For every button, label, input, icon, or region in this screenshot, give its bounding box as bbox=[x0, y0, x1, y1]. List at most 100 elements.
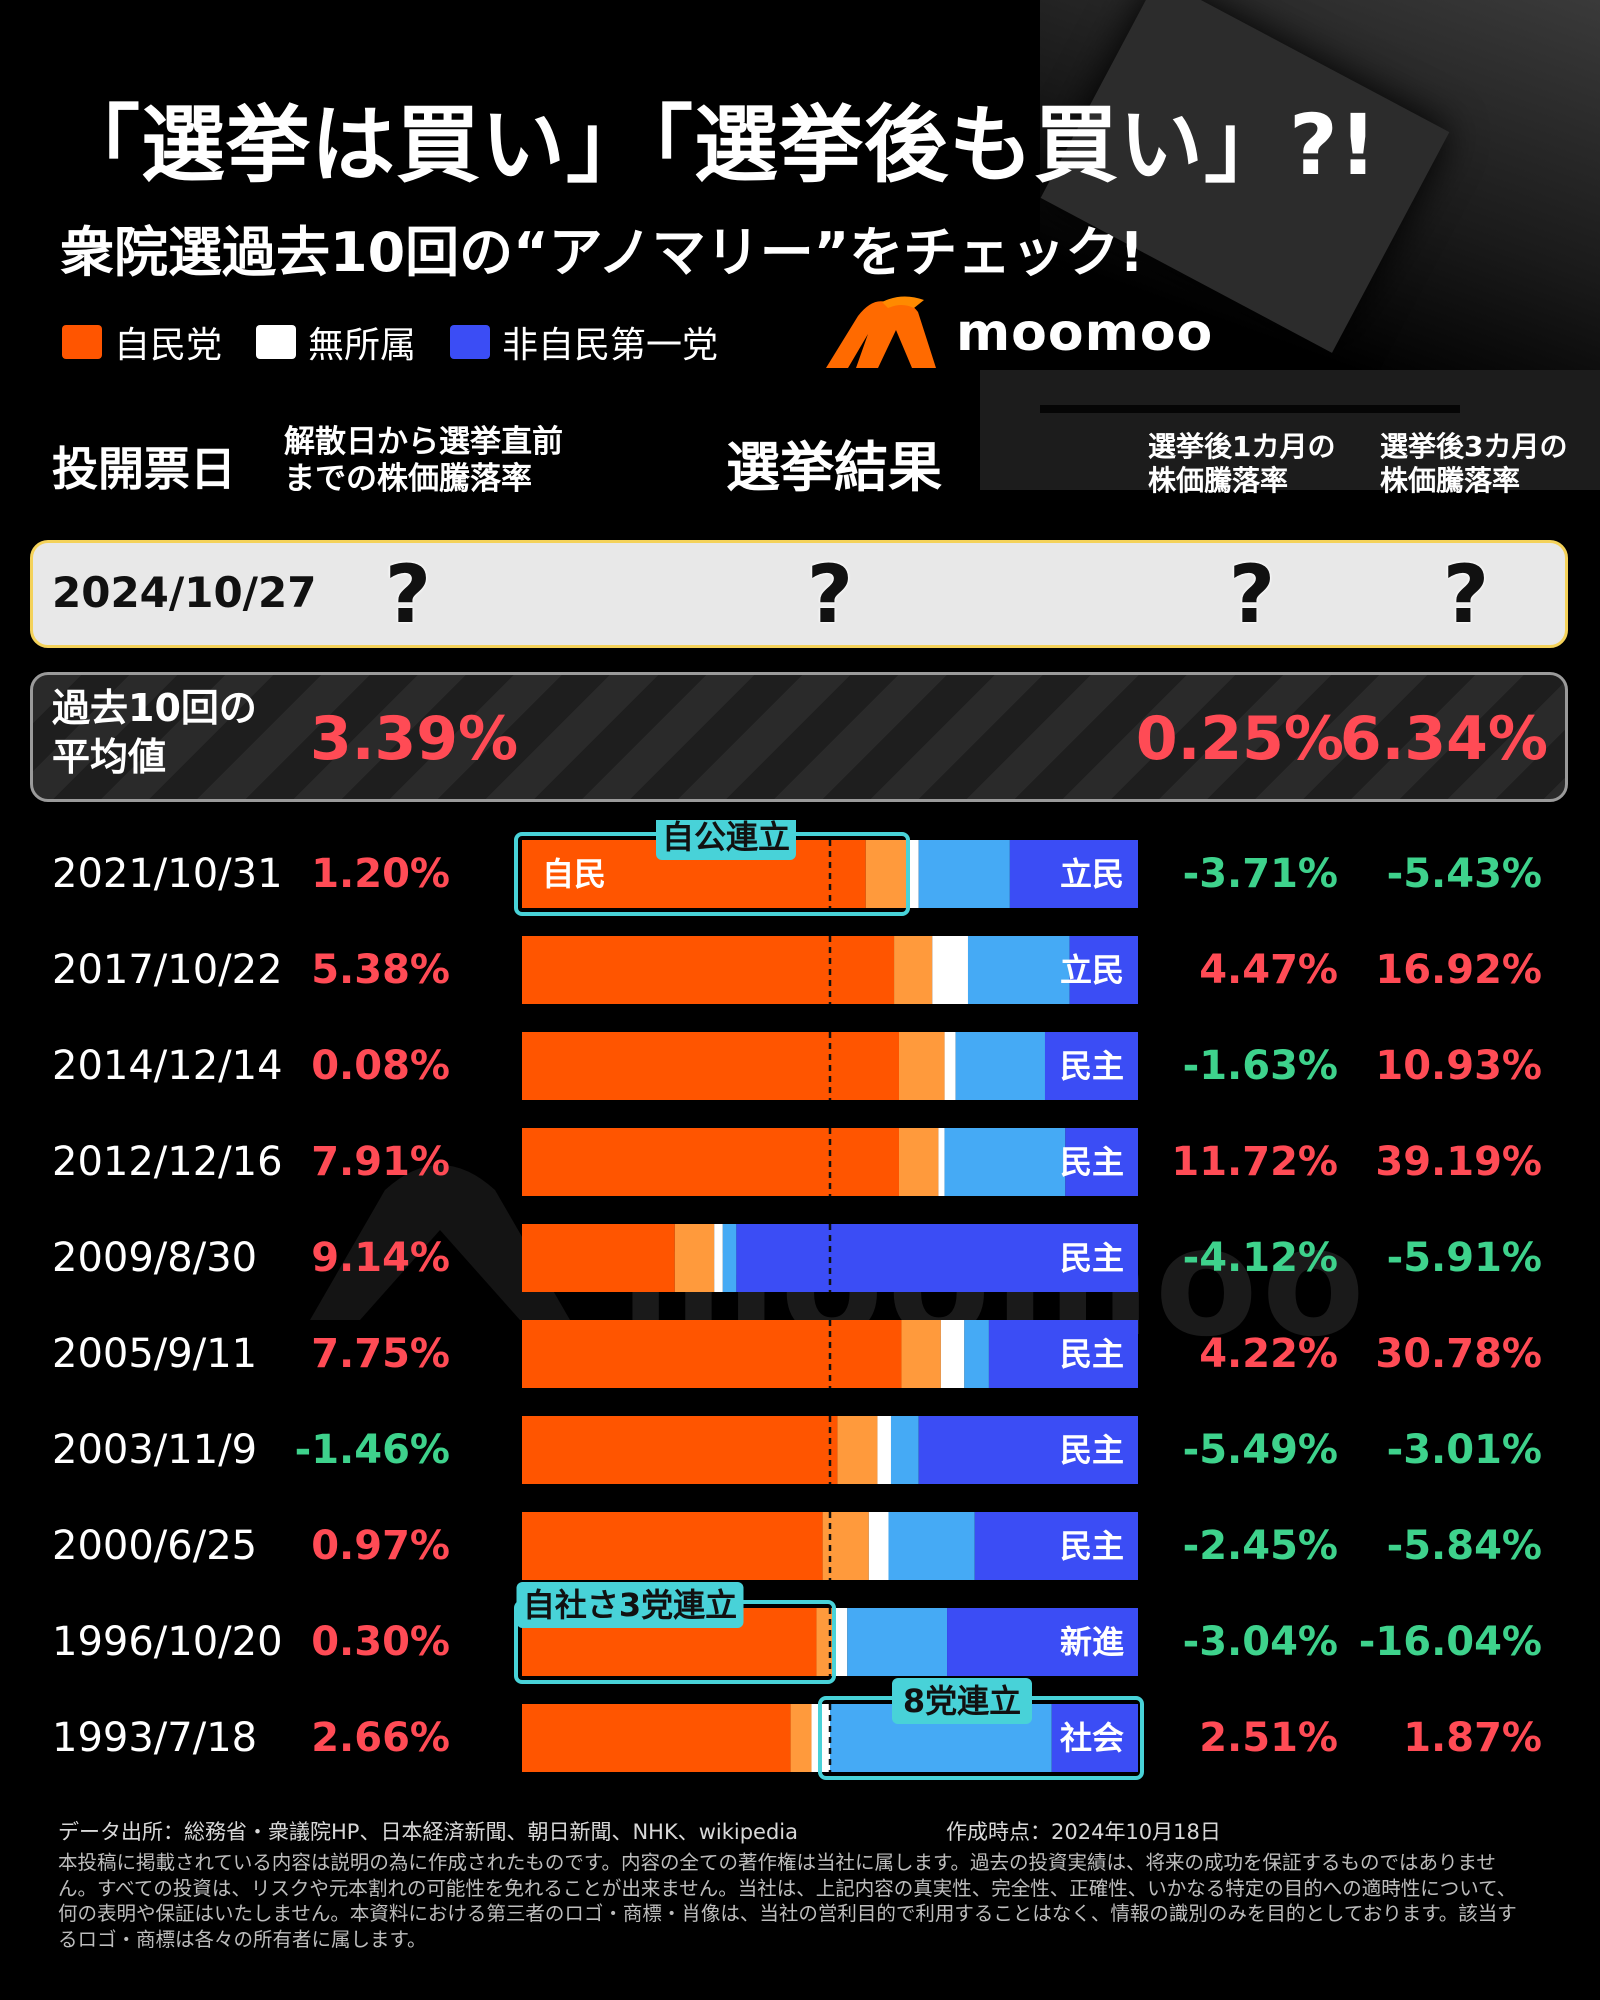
row-3m-value: -5.43% bbox=[1387, 851, 1542, 897]
bar-segment-ldp bbox=[522, 1416, 838, 1484]
watermark-bull-icon bbox=[310, 1165, 570, 1320]
bar-segment-ldp bbox=[522, 1512, 823, 1580]
brand-logo: moomoo bbox=[822, 294, 1213, 372]
row-1m-value: -2.45% bbox=[1183, 1523, 1338, 1569]
opposition-label: 新進 bbox=[1060, 1623, 1124, 1661]
row-3m-value: -3.01% bbox=[1387, 1427, 1542, 1473]
bar-segment-opposition bbox=[947, 1608, 1138, 1676]
row-3m-value: -5.84% bbox=[1387, 1523, 1542, 1569]
current-election-date: 2024/10/27 bbox=[52, 568, 317, 617]
legend-swatch-opposition bbox=[450, 325, 491, 359]
moomoo-bull-icon bbox=[826, 296, 936, 368]
bar-segment-independent bbox=[714, 1224, 723, 1292]
ldp-label: 自民 bbox=[542, 855, 606, 893]
row-pre-value: -1.46% bbox=[295, 1427, 450, 1473]
row-1m-value: 2.51% bbox=[1199, 1715, 1338, 1761]
bar-segment-opposition bbox=[988, 1320, 1138, 1388]
question-mark-1m: ? bbox=[1228, 548, 1276, 641]
header-result: 選挙結果 bbox=[726, 436, 942, 499]
opposition-label: 民主 bbox=[1060, 1143, 1124, 1181]
header-pre-election: 解散日から選挙直前 までの株価騰落率 bbox=[284, 424, 563, 498]
coalition-tag bbox=[656, 820, 796, 860]
bar-segment-independent bbox=[940, 1320, 965, 1388]
average-label-line1: 過去10回の bbox=[52, 686, 257, 730]
row-pre-value: 5.38% bbox=[311, 947, 450, 993]
bar-segment-ally bbox=[898, 1032, 945, 1100]
coalition-tag bbox=[516, 1582, 744, 1628]
row-1m-value: -1.63% bbox=[1183, 1043, 1338, 1089]
bar-segment-ally bbox=[898, 1128, 939, 1196]
bar-segment-ally bbox=[865, 840, 907, 908]
header-pre-line1: 解散日から選挙直前 bbox=[284, 424, 563, 460]
page-subtitle: 衆院選過去10回の“アノマリー”をチェック! bbox=[60, 221, 1144, 284]
row-3m-value: 1.87% bbox=[1403, 1715, 1542, 1761]
row-date: 2000/6/25 bbox=[52, 1523, 257, 1569]
row-3m-value: 16.92% bbox=[1375, 947, 1542, 993]
bar-segment-independent bbox=[868, 1512, 889, 1580]
current-election-row bbox=[30, 540, 1568, 648]
legend-swatch-ldp bbox=[62, 325, 102, 359]
opposition-label: 立民 bbox=[1060, 951, 1124, 989]
row-1m-value: -4.12% bbox=[1183, 1235, 1338, 1281]
row-pre-value: 0.08% bbox=[311, 1043, 450, 1089]
bar-segment-other bbox=[967, 936, 1070, 1004]
bar-segment-ldp bbox=[522, 1032, 899, 1100]
bar-segment-opposition bbox=[736, 1224, 1138, 1292]
coalition-tag bbox=[892, 1678, 1032, 1724]
row-date: 2012/12/16 bbox=[52, 1139, 283, 1185]
bar-segment-ally bbox=[894, 936, 933, 1004]
row-pre-value: 2.66% bbox=[311, 1715, 450, 1761]
row-1m-value: -3.04% bbox=[1183, 1619, 1338, 1665]
bar-segment-ldp bbox=[522, 1320, 902, 1388]
ballot-box-slot bbox=[1040, 405, 1460, 413]
bar-segment-ldp bbox=[522, 936, 895, 1004]
bar-segment-independent bbox=[932, 936, 968, 1004]
row-date: 2014/12/14 bbox=[52, 1043, 283, 1089]
legend-swatch-independent bbox=[256, 325, 297, 359]
row-date: 2005/9/11 bbox=[52, 1331, 257, 1377]
row-3m-value: 30.78% bbox=[1375, 1331, 1542, 1377]
bar-segment-opposition bbox=[918, 1416, 1138, 1484]
bar-segment-ally bbox=[837, 1416, 878, 1484]
legend-label-ldp: 自民党 bbox=[114, 325, 223, 366]
bar-segment-opposition bbox=[1069, 936, 1138, 1004]
bar-segment-opposition bbox=[1044, 1032, 1138, 1100]
row-1m-value: 11.72% bbox=[1171, 1139, 1338, 1185]
legend-item-ldp: 自民党 bbox=[62, 316, 222, 368]
row-1m-value: 4.47% bbox=[1199, 947, 1338, 993]
row-date: 2021/10/31 bbox=[52, 851, 283, 897]
header-3-month: 選挙後3カ月の 株価騰落率 bbox=[1380, 430, 1567, 497]
row-date: 2009/8/30 bbox=[52, 1235, 257, 1281]
ballot-box-illustration bbox=[980, 370, 1600, 490]
bar-segment-other bbox=[944, 1128, 1066, 1196]
average-label-line2: 平均値 bbox=[52, 735, 167, 780]
row-3m-value: -16.04% bbox=[1359, 1619, 1542, 1665]
row-1m-value: -5.49% bbox=[1183, 1427, 1338, 1473]
row-1m-value: 4.22% bbox=[1199, 1331, 1338, 1377]
bar-segment-ldp bbox=[522, 1224, 675, 1292]
election-results-chart: 2021/10/31 1.20% -3.71% -5.43% 立民 自民 自公連立 2017/… bbox=[52, 820, 1542, 1780]
header-1m-line1: 選挙後1カ月の bbox=[1148, 430, 1336, 463]
row-date: 2017/10/22 bbox=[52, 947, 283, 993]
row-pre-value: 7.91% bbox=[311, 1139, 450, 1185]
bar-segment-independent bbox=[938, 1128, 945, 1196]
bar-segment-other bbox=[918, 840, 1010, 908]
row-3m-value: 39.19% bbox=[1375, 1139, 1542, 1185]
average-3m-value: 6.34% bbox=[1339, 704, 1548, 774]
bar-segment-opposition bbox=[1051, 1704, 1138, 1772]
row-date: 1996/10/20 bbox=[52, 1619, 283, 1665]
data-source: データ出所：総務省・衆議院HP、日本経済新聞、朝日新聞、NHK、wikipedi… bbox=[58, 1820, 799, 1844]
created-date: 作成時点：2024年10月18日 bbox=[946, 1820, 1221, 1844]
row-pre-value: 9.14% bbox=[311, 1235, 450, 1281]
header-3m-line1: 選挙後3カ月の bbox=[1380, 430, 1568, 463]
coalition-label: 8党連立 bbox=[903, 1682, 1021, 1720]
disclaimer: 本投稿に掲載されている内容は説明の為に作成されたものです。内容の全ての著作権は当… bbox=[58, 1851, 1517, 1952]
average-label: 過去10回の 平均値 bbox=[52, 684, 257, 783]
brand-name: moomoo bbox=[956, 303, 1214, 363]
header-1m-line2: 株価騰落率 bbox=[1148, 463, 1289, 497]
bar-segment-other bbox=[847, 1608, 948, 1676]
row-pre-value: 7.75% bbox=[311, 1331, 450, 1377]
row-1m-value: -3.71% bbox=[1183, 851, 1338, 897]
question-mark-result: ? bbox=[806, 548, 854, 641]
bar-segment-other bbox=[890, 1416, 919, 1484]
